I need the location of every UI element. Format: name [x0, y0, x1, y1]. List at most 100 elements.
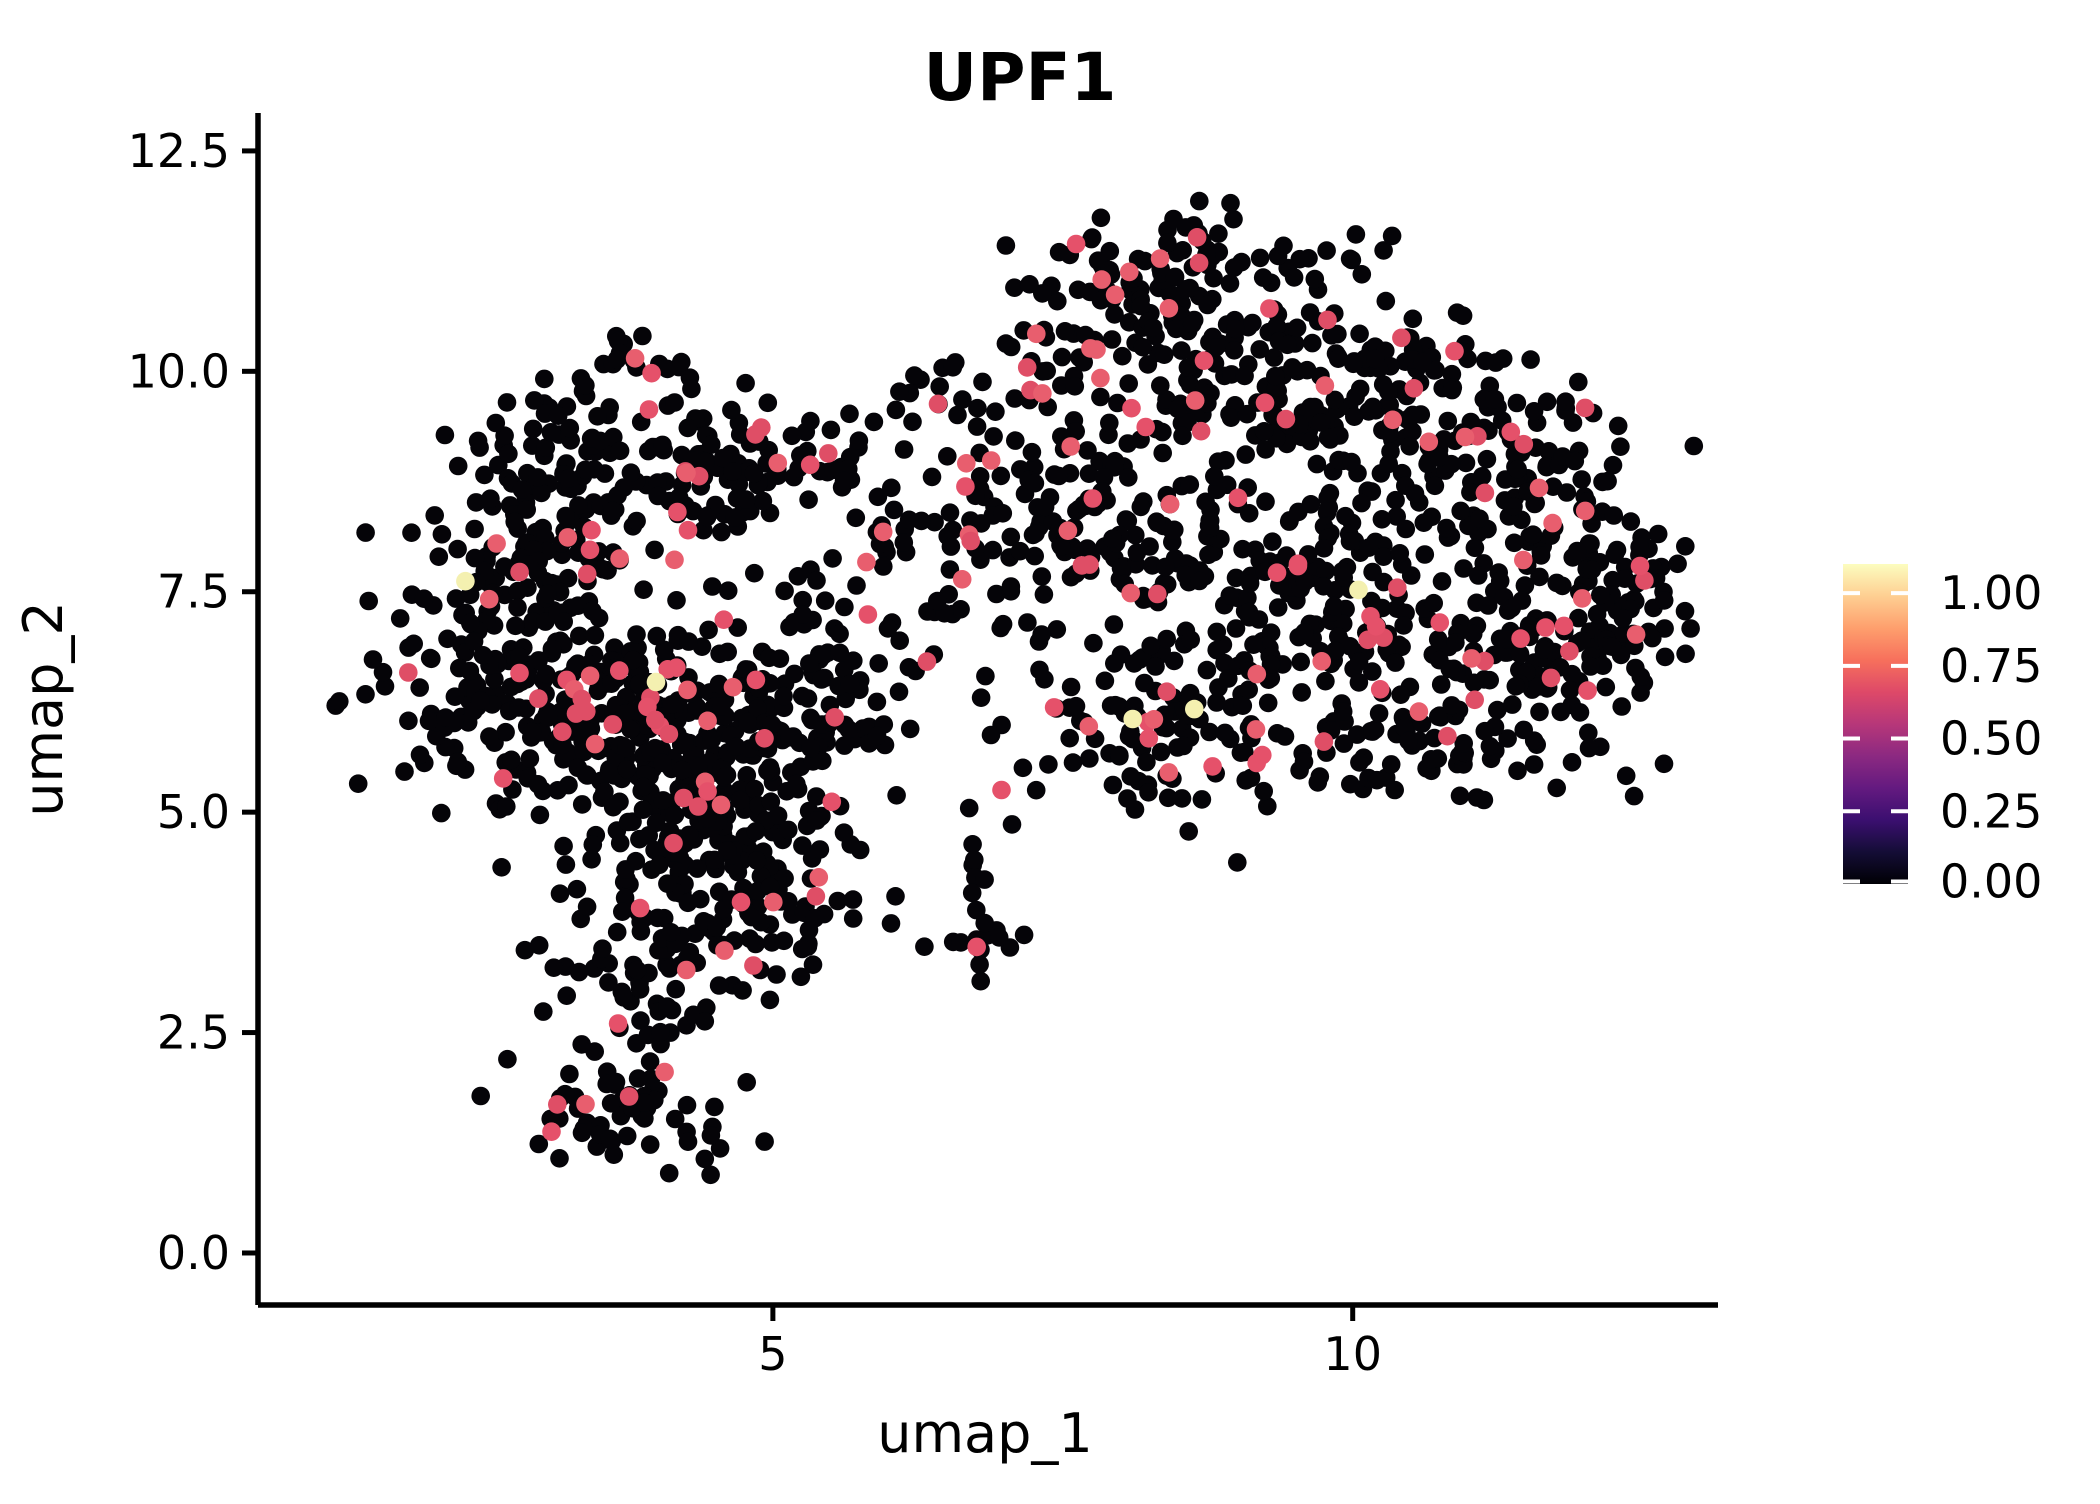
data-point	[529, 936, 549, 955]
data-point	[1151, 742, 1171, 762]
data-point-expressing	[1536, 618, 1555, 637]
data-point	[628, 1069, 648, 1088]
data-point	[658, 359, 677, 379]
data-point-expressing	[576, 1094, 595, 1114]
data-point	[709, 674, 729, 694]
data-point	[1613, 609, 1633, 628]
data-point	[1421, 750, 1441, 769]
data-point	[1547, 778, 1566, 798]
data-point-expressing	[580, 540, 600, 560]
data-point	[1005, 278, 1024, 298]
data-point	[696, 452, 715, 472]
data-point	[1316, 561, 1336, 581]
data-point	[1350, 324, 1369, 344]
data-point	[577, 897, 597, 917]
data-point	[844, 651, 863, 670]
data-point	[1052, 347, 1072, 367]
data-point	[987, 584, 1006, 604]
data-point	[1235, 742, 1254, 762]
data-point	[1080, 749, 1099, 768]
x-tick-label: 5	[758, 1327, 787, 1381]
data-point	[1344, 354, 1363, 374]
data-point	[601, 1094, 621, 1113]
data-point-expressing	[1388, 578, 1407, 597]
data-point	[1530, 567, 1549, 587]
data-point	[1118, 789, 1137, 808]
data-point	[501, 677, 521, 697]
data-point-expressing	[542, 1122, 561, 1141]
data-point-expressing	[768, 453, 788, 473]
data-point-expressing	[1455, 427, 1475, 447]
data-point-expressing	[1123, 709, 1142, 729]
data-point	[834, 471, 854, 491]
data-point	[803, 955, 823, 974]
data-point-expressing	[1572, 589, 1592, 608]
data-point	[702, 435, 721, 454]
data-point	[508, 581, 528, 601]
data-point-expressing	[1058, 521, 1078, 540]
data-point	[1032, 567, 1052, 586]
data-point	[1300, 303, 1320, 322]
data-point	[1111, 558, 1131, 578]
data-point	[1367, 770, 1387, 790]
data-point	[970, 955, 989, 974]
data-point	[600, 1129, 620, 1149]
data-point	[617, 760, 637, 779]
data-point-expressing	[1514, 550, 1533, 570]
data-point	[1333, 702, 1353, 721]
data-point	[1621, 512, 1641, 531]
data-point	[390, 609, 410, 628]
data-point	[961, 511, 980, 530]
data-point	[617, 1126, 637, 1146]
data-point	[1199, 545, 1218, 565]
data-point	[1035, 670, 1054, 689]
data-point	[1048, 291, 1067, 311]
data-point	[1236, 771, 1255, 790]
data-point	[645, 738, 665, 758]
data-point	[419, 711, 439, 731]
data-point	[1363, 397, 1383, 417]
data-point	[496, 722, 515, 742]
data-point	[1061, 677, 1081, 697]
data-point-expressing	[714, 610, 734, 629]
data-point	[665, 393, 684, 412]
data-point	[613, 902, 632, 921]
data-point	[529, 1134, 549, 1154]
data-point-expressing	[1276, 409, 1296, 429]
data-point	[593, 939, 612, 958]
data-point	[938, 447, 957, 466]
data-point	[1236, 445, 1255, 464]
data-point	[874, 557, 893, 576]
data-point	[473, 646, 493, 665]
data-point	[595, 782, 614, 801]
data-point	[460, 613, 480, 633]
y-tick-label: 7.5	[157, 565, 230, 619]
data-point	[363, 650, 383, 669]
data-point	[1431, 675, 1451, 694]
data-point	[1105, 305, 1124, 324]
data-point	[770, 649, 790, 668]
data-point	[1025, 473, 1045, 493]
data-point	[1463, 624, 1483, 644]
data-point-expressing	[928, 394, 948, 414]
data-point	[1470, 509, 1489, 528]
data-point	[1192, 790, 1212, 809]
data-point	[534, 1002, 553, 1021]
data-point	[679, 825, 699, 845]
data-point	[627, 960, 647, 980]
data-point	[515, 940, 535, 960]
data-point	[1570, 703, 1590, 722]
data-point	[807, 811, 826, 830]
data-point	[1316, 671, 1335, 691]
data-point	[1173, 241, 1192, 260]
data-point	[1340, 249, 1360, 269]
data-point	[1174, 736, 1193, 756]
data-point-expressing	[577, 564, 597, 584]
data-point	[1261, 655, 1281, 674]
data-point	[1221, 408, 1241, 428]
data-point	[830, 624, 849, 644]
data-point	[1126, 525, 1145, 545]
data-point	[733, 981, 752, 1000]
data-point-expressing	[678, 680, 697, 700]
data-point	[688, 859, 707, 878]
